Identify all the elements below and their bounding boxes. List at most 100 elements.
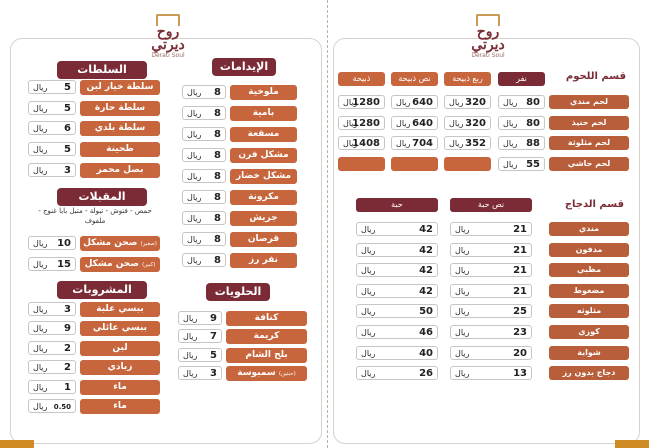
price-value: 21 (513, 265, 527, 277)
menu-item-label: قرصان (247, 234, 280, 244)
meat-column-header: نص ذبيحة (391, 72, 438, 86)
currency-label: ريال (396, 139, 411, 148)
currency-label: ريال (33, 402, 48, 411)
price-box: 88 ريال (498, 136, 545, 150)
menu-item-label: زبادي (107, 362, 133, 373)
price-value: 46 (419, 327, 433, 338)
price-box: 8 ريال (182, 190, 226, 204)
price-value: 6 (64, 123, 71, 135)
meat-item-name: لحم مثلوثة (549, 136, 629, 150)
price-value: 3 (64, 304, 71, 315)
price-box: 5 ريال (28, 142, 76, 157)
price-value: 640 (412, 117, 433, 129)
currency-label: ريال (187, 88, 202, 97)
price-value: 25 (513, 306, 527, 318)
price-value: 5 (64, 144, 71, 156)
price-value: 8 (214, 171, 221, 182)
price-box: 8 ريال (182, 211, 226, 225)
price-value: 320 (465, 97, 486, 108)
menu-item-name: (حبتين) سمبوسة (226, 365, 307, 381)
price-box: 42 ريال (356, 263, 438, 278)
price-box: 3 ريال (28, 162, 76, 177)
price-value: 1280 (352, 97, 380, 108)
menu-item-label: جريش (249, 213, 278, 223)
meat-item-name: لحم حنيذ (549, 115, 629, 130)
price-value: 42 (419, 244, 433, 256)
price-box: 352 ريال (444, 136, 491, 150)
currency-label: ريال (33, 363, 48, 373)
chicken-column-half: نص حبة (450, 198, 532, 212)
price-value: 13 (513, 368, 527, 380)
price-value: 23 (513, 327, 527, 338)
empty-price-cell (338, 156, 385, 171)
currency-label: ريال (183, 368, 198, 378)
menu-item-label: كريمة (253, 331, 280, 342)
price-value: 0.50 (53, 403, 71, 411)
price-box: 1408 ريال (338, 136, 385, 150)
currency-label: ريال (455, 266, 470, 276)
currency-label: ريال (187, 151, 202, 160)
currency-label: ريال (183, 314, 198, 323)
price-value: 40 (419, 347, 433, 359)
right-edge-accent (615, 440, 649, 448)
price-box: 55 ريال (498, 156, 545, 171)
menu-item-label: بامية (252, 108, 275, 118)
price-box: 8 ريال (182, 169, 226, 183)
currency-label: ريال (503, 159, 518, 169)
currency-label: ريال (361, 307, 376, 317)
price-value: 42 (419, 285, 433, 297)
chicken-section-title: قسم الدجاج (564, 199, 624, 210)
price-value: 8 (214, 150, 221, 161)
currency-label: ريال (187, 193, 202, 202)
menu-item-label: ببسي عائلي (92, 323, 148, 334)
currency-label: ريال (183, 332, 198, 342)
price-box: 42 ريال (356, 222, 438, 236)
menu-item-label: مسقعة (247, 129, 280, 139)
chicken-item-name: مثلوثه (549, 304, 629, 319)
menu-item-label: سلطة بلدي (94, 123, 146, 134)
meat-item-name: لحم مندي (549, 95, 629, 109)
menu-item-label: ملوخية (248, 87, 279, 97)
section-header-salads: السلطات (57, 61, 147, 79)
price-value: 704 (412, 138, 433, 149)
menu-item-name: طحينة (80, 142, 160, 158)
price-box: 8 ريال (182, 253, 226, 267)
currency-label: ريال (396, 98, 411, 107)
menu-item-label: صحن مشكل (83, 238, 138, 248)
price-value: 80 (526, 117, 540, 129)
price-box: 320 ريال (444, 95, 491, 109)
crown-icon (156, 14, 180, 26)
menu-item-name: مشكل فرن (230, 148, 297, 163)
price-box: 6 ريال (28, 121, 76, 136)
meat-column-header: ربع ذبيحة (444, 72, 491, 86)
currency-label: ريال (361, 286, 376, 296)
price-value: 15 (57, 259, 71, 270)
menu-item-label: طحينة (106, 144, 134, 155)
currency-label: ريال (187, 130, 202, 139)
menu-item-name: جريش (230, 211, 297, 226)
price-value: 1280 (352, 117, 380, 129)
price-box: 15 ريال (28, 257, 76, 271)
empty-price-cell (444, 156, 491, 171)
menu-item-name: لبن (80, 340, 160, 356)
price-box: 8 ريال (182, 148, 226, 162)
price-box: 320 ريال (444, 115, 491, 130)
section-header-drinks: المشروبات (57, 281, 147, 299)
menu-item-name: بلح الشام (226, 347, 307, 363)
price-value: 8 (214, 255, 221, 266)
menu-item-note: (حبتين) (278, 370, 296, 377)
price-box: 5 ريال (28, 100, 76, 115)
menu-item-name: سلطة بلدي (80, 121, 160, 137)
currency-label: ريال (449, 98, 464, 107)
chicken-item-name: مضغوط (549, 283, 629, 298)
currency-label: ريال (343, 139, 358, 148)
price-box: 1280 ريال (338, 95, 385, 109)
menu-item-label: كنافة (254, 313, 279, 323)
price-value: 9 (210, 313, 217, 324)
price-value: 352 (465, 138, 486, 149)
currency-label: ريال (455, 245, 470, 255)
currency-label: ريال (455, 369, 470, 379)
currency-label: ريال (33, 305, 48, 314)
price-value: 20 (513, 347, 527, 359)
price-value: 640 (412, 97, 433, 108)
